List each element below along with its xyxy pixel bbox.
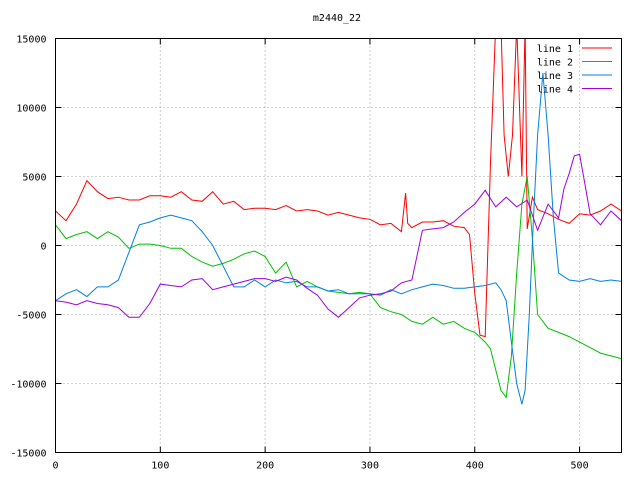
legend-label: line 1: [537, 44, 573, 55]
series-line-4: [55, 153, 622, 318]
y-tick-label: -10000: [10, 380, 46, 391]
x-tick-labels: 0 100 200 300 400 500: [52, 461, 588, 472]
x-tick-label: 0: [52, 461, 58, 472]
legend-label: line 3: [537, 71, 573, 82]
y-tick-labels: -15000 -10000 -5000 0 5000 10000 15000: [10, 35, 46, 460]
series-line-1: [55, 38, 622, 338]
series-lines: [55, 38, 622, 405]
y-tick-label: -15000: [10, 449, 46, 460]
x-tick-label: 100: [151, 461, 169, 472]
grid: [55, 38, 622, 453]
chart-title: m2440_22: [313, 13, 361, 24]
y-tick-label: 5000: [22, 173, 46, 184]
x-tick-label: 500: [571, 461, 589, 472]
x-tick-label: 400: [466, 461, 484, 472]
plot-frame: [55, 38, 622, 453]
x-tick-label: 200: [256, 461, 274, 472]
y-tick-label: -5000: [16, 311, 46, 322]
series-line-2: [55, 176, 622, 399]
series-line-3: [55, 72, 622, 405]
legend: line 1 line 2 line 3 line 4: [537, 44, 612, 96]
y-tick-label: 0: [40, 242, 46, 253]
y-tick-label: 15000: [16, 35, 46, 46]
legend-label: line 2: [537, 58, 573, 69]
y-tick-label: 10000: [16, 104, 46, 115]
legend-label: line 4: [537, 85, 573, 96]
x-tick-label: 300: [361, 461, 379, 472]
